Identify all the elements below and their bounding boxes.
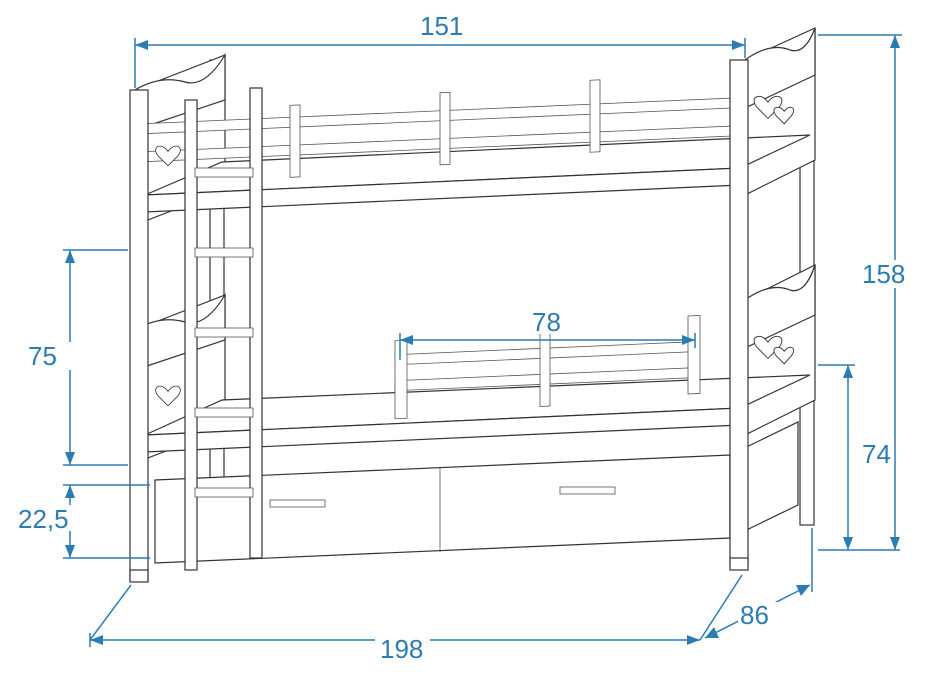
dim-left-lower: 22,5	[18, 504, 69, 534]
dim-right-lower: 74	[862, 439, 891, 469]
dim-depth: 86	[740, 600, 769, 630]
dim-top-width: 151	[420, 11, 463, 41]
dim-left-upper: 75	[28, 341, 57, 371]
bunk-bed-technical-drawing: 151 78 75 22,5 198	[0, 0, 928, 686]
bed-illustration	[130, 28, 815, 582]
dim-right-total: 158	[862, 259, 905, 289]
dim-inner-width: 78	[532, 307, 561, 337]
dim-bottom-length: 198	[380, 634, 423, 664]
